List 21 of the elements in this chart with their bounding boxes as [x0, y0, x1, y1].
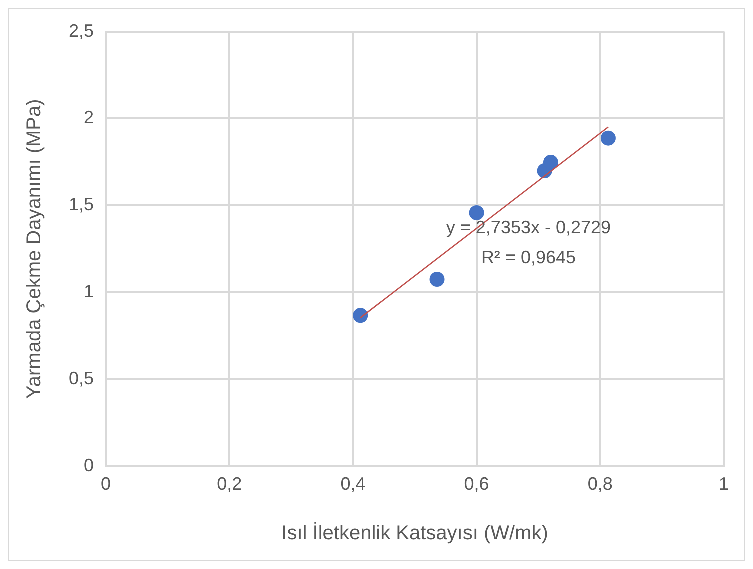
y-tick-label: 1: [84, 282, 94, 302]
annotation: y = 2,7353x - 0,2729: [446, 218, 612, 238]
annotation: R² = 0,9645: [481, 248, 576, 268]
y-tick-label: 2,5: [68, 20, 94, 41]
y-tick-label: 0: [84, 455, 94, 476]
x-tick-label: 1: [718, 474, 730, 494]
x-tick-label: 0,2: [217, 474, 242, 494]
point: [353, 308, 368, 324]
x-tick-label: 0: [101, 474, 112, 494]
x-tick-label: 0,8: [588, 474, 613, 494]
y-tick-label: 1,5: [68, 194, 94, 215]
point: [430, 272, 445, 288]
x-tick-label: 0,4: [340, 474, 366, 494]
y-tick-label: 2: [84, 108, 94, 128]
x-tick-label: 0,6: [464, 474, 490, 494]
point: [543, 155, 558, 170]
point: [469, 205, 484, 220]
y-tick-label: 0,5: [68, 368, 94, 388]
y-axis-title: Yarmada Çekme Dayanımı (MPa): [24, 99, 46, 399]
point: [600, 130, 616, 146]
x-axis-title: Isıl İletkenlik Katsayısı (W/mk): [282, 522, 548, 545]
